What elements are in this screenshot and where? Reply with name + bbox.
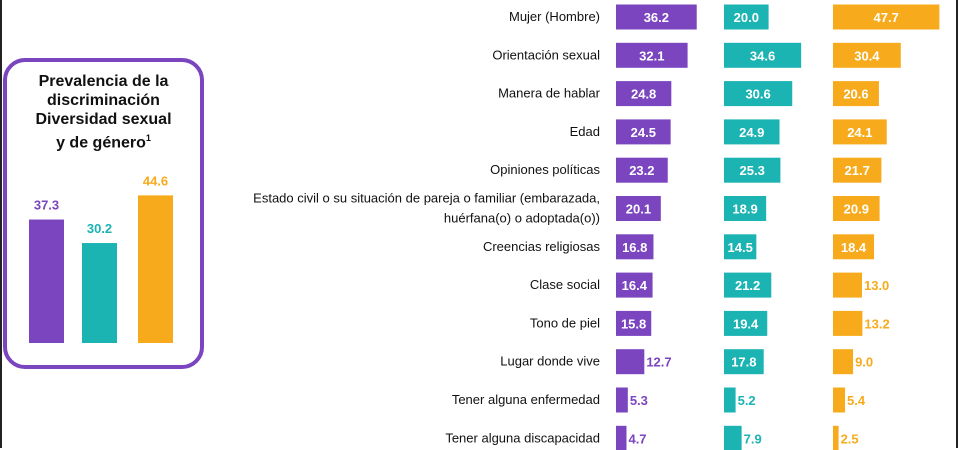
category-label: Lugar donde vive: [500, 354, 600, 369]
summary-value-label: 44.6: [143, 173, 168, 188]
category-label: Estado civil o su situación de pareja o …: [253, 191, 600, 226]
bar: [724, 425, 742, 450]
category-label: Clase social: [530, 277, 600, 292]
value-label: 9.0: [855, 355, 873, 370]
bar: [616, 387, 628, 413]
bar: [724, 157, 781, 183]
value-label: 32.1: [639, 48, 664, 63]
category-label: Creencias religiosas: [483, 239, 601, 254]
bar: [833, 310, 863, 336]
bar: [616, 196, 661, 221]
category-label: Tener alguna discapacidad: [445, 430, 600, 445]
value-label: 5.3: [630, 393, 648, 408]
bar: [724, 310, 768, 336]
value-label: 20.6: [843, 87, 868, 102]
value-label: 21.2: [735, 278, 760, 293]
value-label: 30.4: [854, 48, 880, 63]
bar: [724, 272, 772, 298]
bar: [616, 310, 652, 336]
bar: [616, 4, 697, 30]
bar: [724, 119, 780, 145]
bar: [833, 42, 901, 68]
value-label: 4.7: [628, 431, 646, 446]
value-label: 24.1: [847, 125, 872, 140]
summary-bar-chart: 37.3 30.2 44.6: [29, 173, 173, 343]
value-label: 18.4: [841, 240, 867, 255]
category-label: Mujer (Hombre): [509, 9, 600, 24]
summary-title-text: Prevalencia de la discriminación Diversi…: [35, 73, 172, 152]
bar: [616, 119, 671, 145]
bar: [833, 234, 875, 260]
bar: [833, 119, 887, 145]
value-label: 34.6: [750, 48, 775, 63]
value-label: 5.4: [847, 393, 866, 408]
summary-title: Prevalencia de la discriminación Diversi…: [7, 72, 200, 152]
value-label: 47.7: [874, 10, 899, 25]
bar: [833, 157, 882, 183]
value-label: 7.9: [744, 431, 762, 446]
category-label: Tono de piel: [530, 315, 600, 330]
bar: [833, 425, 839, 450]
bar: [616, 349, 645, 375]
summary-bar: [138, 195, 173, 343]
value-label: 13.2: [864, 316, 889, 331]
value-label: 30.6: [745, 87, 770, 102]
summary-bar: [29, 219, 64, 343]
value-label: 25.3: [740, 163, 765, 178]
value-label: 14.5: [728, 240, 753, 255]
bar: [833, 196, 880, 221]
value-label: 20.9: [844, 202, 869, 217]
category-label: Manera de hablar: [498, 86, 601, 101]
bar: [724, 42, 802, 68]
value-label: 12.7: [646, 355, 671, 370]
category-label: Tener alguna enfermedad: [452, 392, 600, 407]
bar: [616, 42, 688, 68]
bar: [616, 81, 672, 107]
value-label: 23.2: [629, 163, 654, 178]
category-label: Orientación sexual: [492, 47, 600, 62]
footnote-marker: 1: [145, 133, 151, 143]
category-label: Opiniones políticas: [490, 162, 600, 177]
summary-panel: Prevalencia de la discriminación Diversi…: [3, 58, 204, 369]
value-label: 19.4: [733, 316, 759, 331]
value-label: 21.7: [845, 163, 870, 178]
bar: [833, 387, 846, 413]
value-label: 16.4: [622, 278, 648, 293]
value-label: 5.2: [738, 393, 756, 408]
value-label: 16.8: [622, 240, 647, 255]
bar: [616, 272, 653, 298]
bar: [833, 4, 940, 30]
bar: [724, 4, 769, 30]
value-label: 24.5: [631, 125, 656, 140]
bar: [616, 157, 668, 183]
bar: [724, 387, 736, 413]
bar: [833, 272, 862, 298]
value-label: 18.9: [732, 202, 757, 217]
bar: [833, 349, 854, 375]
bar: [724, 234, 757, 260]
value-label: 36.2: [644, 10, 669, 25]
value-label: 20.1: [626, 202, 651, 217]
value-label: 20.0: [734, 10, 759, 25]
bar: [616, 234, 654, 260]
bar: [724, 196, 767, 221]
bar: [724, 81, 793, 107]
value-label: 17.8: [731, 355, 756, 370]
bar: [833, 81, 879, 107]
bar: [724, 349, 764, 375]
value-label: 15.8: [621, 316, 646, 331]
value-label: 24.9: [739, 125, 764, 140]
bar: [616, 425, 627, 450]
value-label: 13.0: [864, 278, 889, 293]
category-label: Edad: [570, 124, 600, 139]
summary-value-label: 30.2: [87, 221, 112, 236]
summary-bar: [82, 243, 117, 343]
summary-value-label: 37.3: [34, 198, 59, 213]
value-label: 24.8: [631, 87, 656, 102]
value-label: 2.5: [841, 431, 859, 446]
